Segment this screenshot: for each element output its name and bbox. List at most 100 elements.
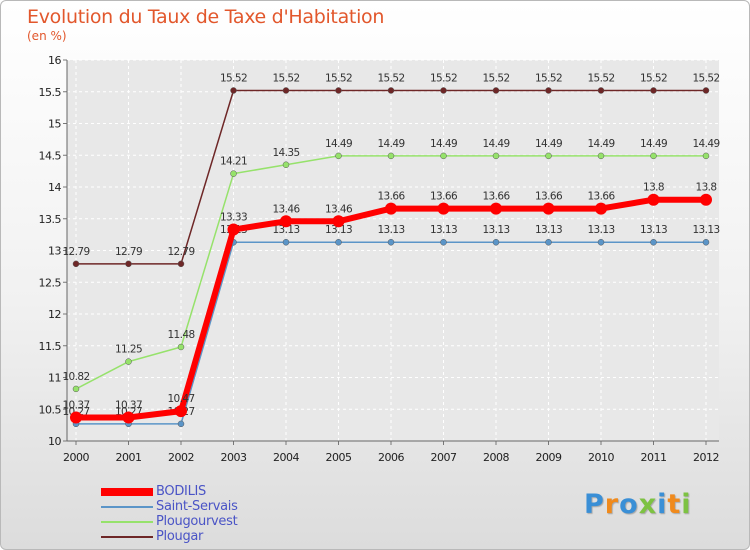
data-point-plougar [335, 87, 342, 94]
data-point-saint-servais [387, 238, 395, 246]
y-tick-label: 15.5 [39, 86, 62, 99]
data-point-saint-servais [177, 420, 185, 428]
data-label-plougar: 15.52 [272, 72, 299, 84]
data-point-plougourvest [492, 152, 500, 160]
y-tick-label: 15 [48, 118, 61, 131]
data-label-plougourvest: 14.49 [482, 138, 509, 150]
chart-title: Evolution du Taux de Taxe d'Habitation [27, 6, 385, 28]
data-label-plougar: 15.52 [220, 72, 247, 84]
data-point-bodilis [647, 193, 660, 206]
data-point-bodilis [437, 202, 450, 215]
data-point-plougar [177, 260, 185, 268]
data-point-plougar [72, 260, 80, 268]
data-point-bodilis [385, 202, 397, 215]
data-label-bodilis: 13.46 [325, 203, 353, 215]
data-point-plougar [492, 87, 500, 94]
data-label-plougar: 15.52 [692, 72, 719, 84]
logo-letter: P [584, 489, 605, 520]
y-tick-label: 12 [48, 308, 61, 321]
data-label-bodilis: 13.33 [220, 212, 247, 224]
data-point-bodilis [490, 202, 502, 215]
logo-letter: x [638, 489, 658, 520]
data-label-plougar: 12.79 [115, 246, 142, 258]
data-point-plougourvest [702, 152, 710, 160]
logo-letter: o [619, 489, 639, 520]
data-label-plougar: 12.79 [167, 246, 194, 258]
data-point-plougar [125, 260, 132, 268]
logo-letter: i [657, 489, 668, 520]
legend-item-saint-servais: Saint-Servais [101, 499, 301, 515]
data-label-plougourvest: 14.21 [220, 156, 247, 168]
data-point-saint-servais [702, 238, 710, 246]
data-label-plougar: 15.52 [482, 72, 509, 84]
legend-swatch [101, 536, 153, 538]
y-tick-label: 13.5 [39, 213, 62, 226]
x-tick-label: 2009 [536, 451, 562, 464]
data-label-plougourvest: 10.82 [62, 371, 89, 383]
data-label-saint-servais: 13.13 [535, 224, 562, 236]
proxiti-logo: Proxiti [584, 489, 692, 520]
data-point-bodilis [122, 411, 135, 424]
data-label-saint-servais: 13.13 [272, 224, 299, 236]
data-label-plougar: 15.52 [377, 72, 404, 84]
data-point-plougourvest [177, 343, 185, 351]
data-point-saint-servais [597, 238, 605, 246]
data-label-saint-servais: 13.13 [377, 224, 404, 236]
y-tick-label: 11.5 [39, 340, 62, 353]
legend-swatch [101, 506, 153, 508]
data-point-saint-servais [545, 238, 552, 246]
x-tick-label: 2003 [221, 451, 247, 464]
y-tick-label: 14 [48, 181, 61, 194]
data-point-plougar [282, 87, 290, 94]
data-label-bodilis: 10.47 [167, 393, 194, 405]
y-tick-label: 10 [48, 435, 61, 448]
x-tick-label: 2002 [168, 451, 194, 464]
data-point-plougar [650, 87, 657, 94]
data-label-plougourvest: 14.49 [587, 138, 614, 150]
data-label-saint-servais: 13.13 [325, 224, 352, 236]
data-label-bodilis: 13.66 [430, 191, 458, 203]
x-tick-label: 2006 [378, 451, 404, 464]
data-point-bodilis [595, 202, 607, 215]
legend-item-bodilis: BODILIS [101, 484, 301, 500]
data-point-saint-servais [282, 238, 290, 246]
data-point-plougourvest [72, 385, 80, 393]
legend-label: Saint-Servais [156, 499, 238, 514]
data-label-bodilis: 13.46 [272, 203, 300, 215]
data-label-plougar: 15.52 [640, 72, 667, 84]
data-label-bodilis: 10.37 [62, 400, 89, 412]
data-label-plougourvest: 14.49 [692, 138, 719, 150]
data-point-plougourvest [125, 358, 132, 365]
data-label-plougourvest: 14.49 [377, 138, 404, 150]
y-tick-label: 10.5 [39, 403, 62, 416]
data-label-plougourvest: 11.48 [167, 329, 194, 341]
data-point-plougourvest [230, 170, 237, 177]
data-label-bodilis: 10.37 [115, 400, 142, 412]
data-point-bodilis [175, 405, 187, 418]
data-label-plougourvest: 14.49 [325, 138, 352, 150]
data-point-plougar [597, 87, 605, 94]
x-tick-label: 2001 [116, 451, 142, 464]
data-point-plougourvest [387, 152, 395, 160]
data-label-plougourvest: 14.35 [272, 147, 299, 159]
legend: BODILIS Saint-Servais Plougourvest Plougar [101, 484, 301, 545]
x-tick-label: 2007 [431, 451, 457, 464]
data-label-saint-servais: 13.13 [692, 224, 719, 236]
logo-letter: i [681, 489, 692, 520]
data-point-bodilis [542, 202, 555, 215]
data-label-plougar: 15.52 [430, 72, 457, 84]
chart-subtitle: (en %) [27, 29, 67, 43]
data-label-plougar: 15.52 [325, 72, 352, 84]
data-point-plougar [440, 87, 447, 94]
y-tick-label: 16 [48, 54, 61, 67]
legend-item-plougourvest: Plougourvest [101, 514, 301, 530]
data-point-bodilis [280, 215, 292, 228]
data-label-plougar: 12.79 [62, 246, 89, 258]
y-tick-label: 12.5 [39, 276, 62, 289]
data-point-saint-servais [440, 238, 447, 246]
data-label-plougourvest: 11.25 [115, 344, 142, 356]
y-tick-label: 14.5 [39, 149, 62, 162]
data-label-plougar: 15.52 [535, 72, 562, 84]
legend-label: BODILIS [156, 484, 206, 499]
